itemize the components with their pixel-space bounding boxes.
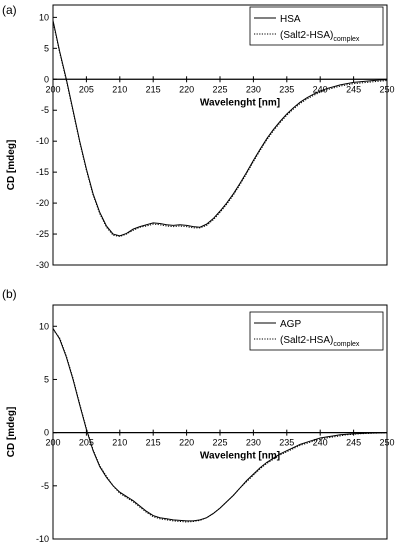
panel-b: (b) 10 5 0 -5 -10 200 205 210 215 220 225 230 235 24… xyxy=(2,287,395,544)
curves xyxy=(52,328,388,523)
x-tick-label: 220 xyxy=(179,84,194,94)
x-tick-label: 210 xyxy=(112,438,127,448)
y-tick-label: 0 xyxy=(44,428,49,438)
y-tick-label: -10 xyxy=(36,136,49,146)
x-tick-label: 215 xyxy=(146,438,161,448)
x-tick-label: 235 xyxy=(279,84,294,94)
panel-label: (a) xyxy=(2,3,17,17)
x-tick-label: 225 xyxy=(212,438,227,448)
series-line-1 xyxy=(52,328,388,522)
plot-frame xyxy=(52,304,388,540)
y-tick-label: -5 xyxy=(41,105,49,115)
x-tick-label: 215 xyxy=(146,84,161,94)
x-tick-label: 225 xyxy=(212,84,227,94)
y-tick-label: 5 xyxy=(44,374,49,384)
plot-frame xyxy=(52,4,388,266)
x-tick-label: 240 xyxy=(313,438,328,448)
series-line-2 xyxy=(52,21,388,238)
x-tick-label: 205 xyxy=(79,438,94,448)
curves xyxy=(52,20,388,238)
y-tick-label: 5 xyxy=(44,43,49,53)
x-tick-label: 245 xyxy=(346,84,361,94)
legend-entry: HSA xyxy=(280,14,301,25)
x-ticks: 200 205 210 215 220 225 230 235 240 245 250 xyxy=(45,76,395,94)
y-axis-label: CD [mdeg] xyxy=(6,407,17,458)
y-ticks: 10 5 0 -5 -10 xyxy=(36,321,57,544)
x-tick-label: 245 xyxy=(346,438,361,448)
x-tick-label: 220 xyxy=(179,438,194,448)
legend: AGP(Salt2-HSA)complex xyxy=(249,311,384,351)
y-axis-label: CD [mdeg] xyxy=(6,140,17,191)
y-tick-label: -5 xyxy=(41,481,49,491)
panel-label: (b) xyxy=(2,287,17,301)
panel-a: (a) 10 5 0 -5 -10 -15 -20 -25 -30 200 205 210 215 22… xyxy=(2,3,395,270)
x-tick-label: 250 xyxy=(379,438,394,448)
x-axis-label: Wavelenght [nm] xyxy=(200,97,280,108)
legend: HSA(Salt2-HSA)complex xyxy=(249,6,384,46)
x-tick-label: 235 xyxy=(279,438,294,448)
x-tick-label: 230 xyxy=(246,438,261,448)
x-tick-label: 230 xyxy=(246,84,261,94)
y-tick-label: -10 xyxy=(36,534,49,544)
y-tick-label: 10 xyxy=(39,12,49,22)
y-ticks: 10 5 0 -5 -10 -15 -20 -25 -30 xyxy=(36,12,57,270)
x-tick-label: 200 xyxy=(45,84,60,94)
x-tick-label: 210 xyxy=(112,84,127,94)
y-tick-label: -20 xyxy=(36,198,49,208)
legend-entry: AGP xyxy=(280,319,301,330)
x-ticks: 200 205 210 215 220 225 230 235 240 245 250 xyxy=(45,429,395,448)
x-tick-label: 200 xyxy=(45,438,60,448)
y-tick-label: -15 xyxy=(36,167,49,177)
x-tick-label: 205 xyxy=(79,84,94,94)
y-tick-label: -30 xyxy=(36,260,49,270)
series-line-2 xyxy=(52,329,388,523)
series-line-1 xyxy=(52,20,388,237)
x-tick-label: 250 xyxy=(379,84,394,94)
y-tick-label: 0 xyxy=(44,74,49,84)
y-tick-label: -25 xyxy=(36,229,49,239)
legend-box xyxy=(249,6,384,46)
y-tick-label: 10 xyxy=(39,321,49,331)
legend-box xyxy=(249,311,384,351)
x-tick-label: 240 xyxy=(313,84,328,94)
x-axis-label: Wavelenght [nm] xyxy=(200,451,280,462)
